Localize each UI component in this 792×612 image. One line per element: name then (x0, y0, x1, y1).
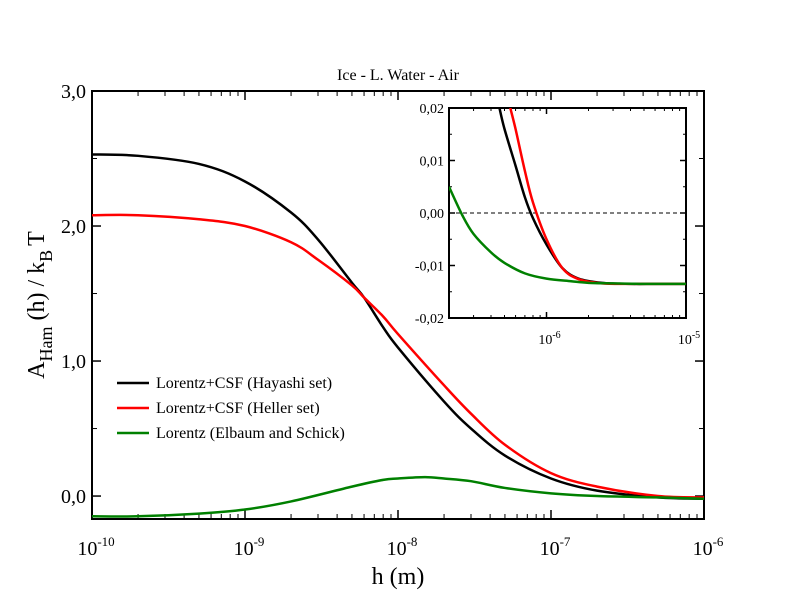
y-tick-label: -0,01 (415, 260, 444, 275)
legend-label-2: Lorentz (Elbaum and Schick) (156, 425, 345, 442)
x-tick-exponent: -6 (713, 534, 724, 549)
x-tick-label: 10-8 (387, 534, 418, 560)
series-line-2 (92, 475, 704, 518)
y-tick-label: 0,01 (420, 155, 445, 170)
series-line-0 (92, 153, 704, 500)
y-axis-title-a: A (24, 361, 50, 379)
x-tick-base: 10 (538, 333, 552, 348)
y-tick-label: 0,00 (420, 207, 445, 222)
y-tick-label: 0,0 (61, 486, 86, 508)
y-tick-label: 0,02 (420, 102, 445, 117)
x-tick-label: 10-5 (678, 330, 700, 348)
y-tick-label: -0,02 (415, 312, 444, 327)
main-chart: Ice - L. Water - Air 10-10 10-9 10-8 10-7 10… (24, 67, 724, 590)
inset-chart: 10-6 10-50,020,010,00-0,01-0,02 (415, 102, 700, 348)
x-tick-exponent: -8 (407, 534, 418, 549)
series-line-2 (449, 186, 686, 286)
y-tick-label: 2,0 (61, 216, 86, 238)
legend-label-1: Lorentz+CSF (Heller set) (156, 400, 320, 417)
x-axis-title: h (m) (372, 564, 425, 590)
y-tick-label: 1,0 (61, 351, 86, 373)
x-tick-base: 10 (387, 538, 407, 560)
x-tick-label: 10-6 (538, 330, 560, 348)
x-tick-exponent: -6 (552, 330, 560, 341)
x-tick-base: 10 (678, 333, 692, 348)
x-tick-label: 10-10 (77, 534, 114, 560)
x-tick-base: 10 (693, 538, 713, 560)
y-axis-title-b: B (36, 250, 56, 262)
x-tick-exponent: -9 (254, 534, 265, 549)
x-tick-label: 10-7 (540, 534, 571, 560)
legend-label-0: Lorentz+CSF (Hayashi set) (156, 375, 332, 392)
x-tick-exponent: -7 (560, 534, 571, 549)
legend: Lorentz+CSF (Hayashi set) Lorentz+CSF (He… (117, 375, 345, 442)
chart-title: Ice - L. Water - Air (337, 67, 460, 84)
x-tick-exponent: -10 (97, 534, 114, 549)
series-line-1 (92, 213, 704, 499)
x-tick-base: 10 (234, 538, 254, 560)
x-tick-base: 10 (540, 538, 560, 560)
y-axis-title: AHam (h) / kBT (24, 231, 56, 379)
x-tick-base: 10 (77, 538, 97, 560)
x-tick-label: 10-6 (693, 534, 724, 560)
y-axis-title-mid: (h) / k (24, 262, 50, 321)
y-tick-label: 3,0 (61, 81, 86, 103)
y-axis-title-t: T (24, 231, 50, 246)
x-tick-exponent: -5 (692, 330, 700, 341)
x-tick-label: 10-9 (234, 534, 265, 560)
y-axis-title-ham: Ham (36, 327, 56, 362)
